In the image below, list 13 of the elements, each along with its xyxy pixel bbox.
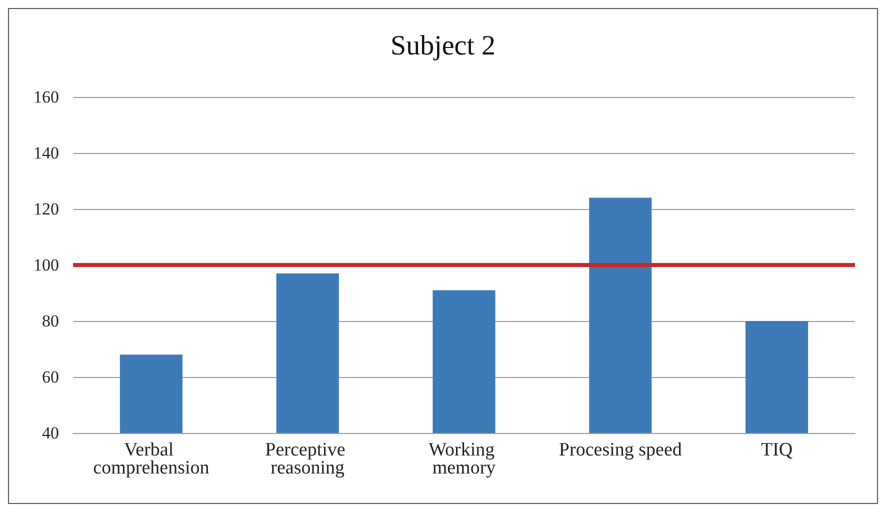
y-tick-label: 80	[42, 312, 59, 330]
y-tick-label: 140	[34, 144, 59, 162]
y-tick-label: 120	[34, 200, 59, 218]
x-tick-label: Perceptive reasoning	[265, 440, 350, 478]
y-tick-label: 100	[34, 256, 59, 274]
x-tick-label: Verbal comprehension	[93, 440, 210, 478]
chart-title: Subject 2	[390, 30, 496, 62]
x-tick-label: TIQ	[760, 440, 793, 460]
y-tick-label: 40	[42, 424, 59, 442]
y-tick-label: 160	[34, 88, 59, 106]
y-tick-label: 60	[42, 368, 59, 386]
x-tick-label: Working memory	[428, 440, 500, 478]
x-tick-label: Procesing speed	[558, 440, 682, 460]
